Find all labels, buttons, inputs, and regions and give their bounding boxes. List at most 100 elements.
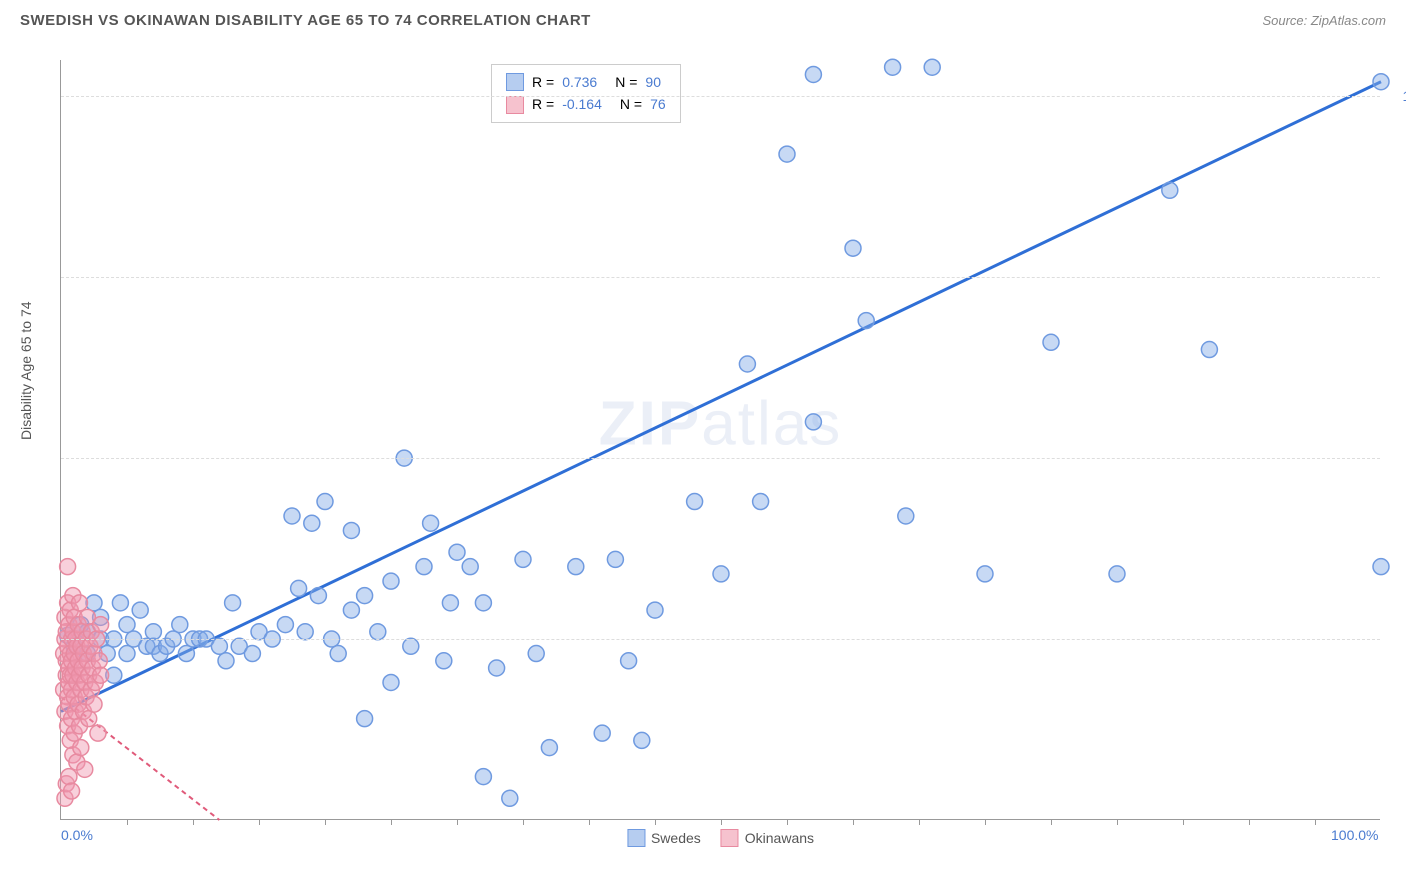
data-point <box>357 588 373 604</box>
data-point <box>1109 566 1125 582</box>
x-tick-mark <box>325 819 326 825</box>
data-point <box>845 240 861 256</box>
data-point <box>442 595 458 611</box>
data-point <box>357 711 373 727</box>
series-legend-item: Okinawans <box>721 829 814 847</box>
data-point <box>119 646 135 662</box>
legend-n-value: 90 <box>645 71 661 93</box>
data-point <box>370 624 386 640</box>
data-point <box>277 617 293 633</box>
data-point <box>218 653 234 669</box>
data-point <box>594 725 610 741</box>
chart-header: SWEDISH VS OKINAWAN DISABILITY AGE 65 TO… <box>0 0 1406 37</box>
data-point <box>1201 342 1217 358</box>
data-point <box>502 790 518 806</box>
x-tick-mark <box>1183 819 1184 825</box>
data-point <box>284 508 300 524</box>
data-point <box>568 559 584 575</box>
data-point <box>858 313 874 329</box>
x-tick-mark <box>127 819 128 825</box>
chart-title: SWEDISH VS OKINAWAN DISABILITY AGE 65 TO… <box>20 12 591 29</box>
x-tick-mark <box>721 819 722 825</box>
data-point <box>178 646 194 662</box>
y-tick-label: 25.0% <box>1390 631 1406 647</box>
data-point <box>805 66 821 82</box>
data-point <box>924 59 940 75</box>
data-point <box>304 515 320 531</box>
data-point <box>310 588 326 604</box>
data-point <box>81 711 97 727</box>
data-point <box>86 595 102 611</box>
x-tick-mark <box>853 819 854 825</box>
data-point <box>898 508 914 524</box>
x-tick-mark <box>787 819 788 825</box>
series-legend-item: Swedes <box>627 829 701 847</box>
data-point <box>71 595 87 611</box>
legend-r-label: R = <box>532 71 554 93</box>
data-point <box>621 653 637 669</box>
data-point <box>244 646 260 662</box>
source-link[interactable]: ZipAtlas.com <box>1311 13 1386 28</box>
data-point <box>739 356 755 372</box>
data-point <box>317 494 333 510</box>
data-point <box>73 740 89 756</box>
y-axis-label: Disability Age 65 to 74 <box>18 301 34 440</box>
x-tick-mark <box>1249 819 1250 825</box>
x-tick-mark <box>193 819 194 825</box>
data-point <box>489 660 505 676</box>
y-tick-label: 75.0% <box>1390 269 1406 285</box>
data-point <box>343 602 359 618</box>
data-point <box>607 551 623 567</box>
series-legend: Swedes Okinawans <box>627 829 814 847</box>
gridline-h <box>61 458 1380 459</box>
x-tick-mark <box>985 819 986 825</box>
x-tick-label: 0.0% <box>61 827 93 843</box>
source-attribution: Source: ZipAtlas.com <box>1262 13 1386 28</box>
data-point <box>403 638 419 654</box>
data-point <box>977 566 993 582</box>
data-point <box>687 494 703 510</box>
legend-swatch <box>627 829 645 847</box>
data-point <box>1373 74 1389 90</box>
data-point <box>634 732 650 748</box>
x-tick-mark <box>457 819 458 825</box>
data-point <box>383 573 399 589</box>
data-point <box>383 674 399 690</box>
data-point <box>112 595 128 611</box>
data-point <box>1043 334 1059 350</box>
data-point <box>541 740 557 756</box>
data-point <box>93 667 109 683</box>
gridline-h <box>61 639 1380 640</box>
x-tick-mark <box>919 819 920 825</box>
data-point <box>1162 182 1178 198</box>
data-point <box>1373 559 1389 575</box>
x-tick-mark <box>523 819 524 825</box>
gridline-h <box>61 277 1380 278</box>
legend-r-value: 0.736 <box>562 71 597 93</box>
legend-n-label: N = <box>615 71 637 93</box>
data-point <box>885 59 901 75</box>
chart-plot-area: ZIPatlas R =0.736N =90R =-0.164N =76 Swe… <box>60 60 1380 820</box>
data-point <box>753 494 769 510</box>
legend-row: R = 0.736 N = 90 <box>506 71 666 93</box>
data-point <box>119 617 135 633</box>
data-point <box>713 566 729 582</box>
series-legend-label: Okinawans <box>745 830 814 846</box>
x-tick-mark <box>589 819 590 825</box>
data-point <box>805 414 821 430</box>
data-point <box>145 624 161 640</box>
x-tick-mark <box>1117 819 1118 825</box>
data-point <box>90 725 106 741</box>
data-point <box>330 646 346 662</box>
source-prefix: Source: <box>1262 13 1310 28</box>
x-tick-label: 100.0% <box>1331 827 1378 843</box>
data-point <box>423 515 439 531</box>
data-point <box>515 551 531 567</box>
data-point <box>528 646 544 662</box>
data-point <box>211 638 227 654</box>
data-point <box>93 617 109 633</box>
data-point <box>462 559 478 575</box>
data-point <box>475 769 491 785</box>
scatter-svg <box>61 60 1380 819</box>
data-point <box>172 617 188 633</box>
